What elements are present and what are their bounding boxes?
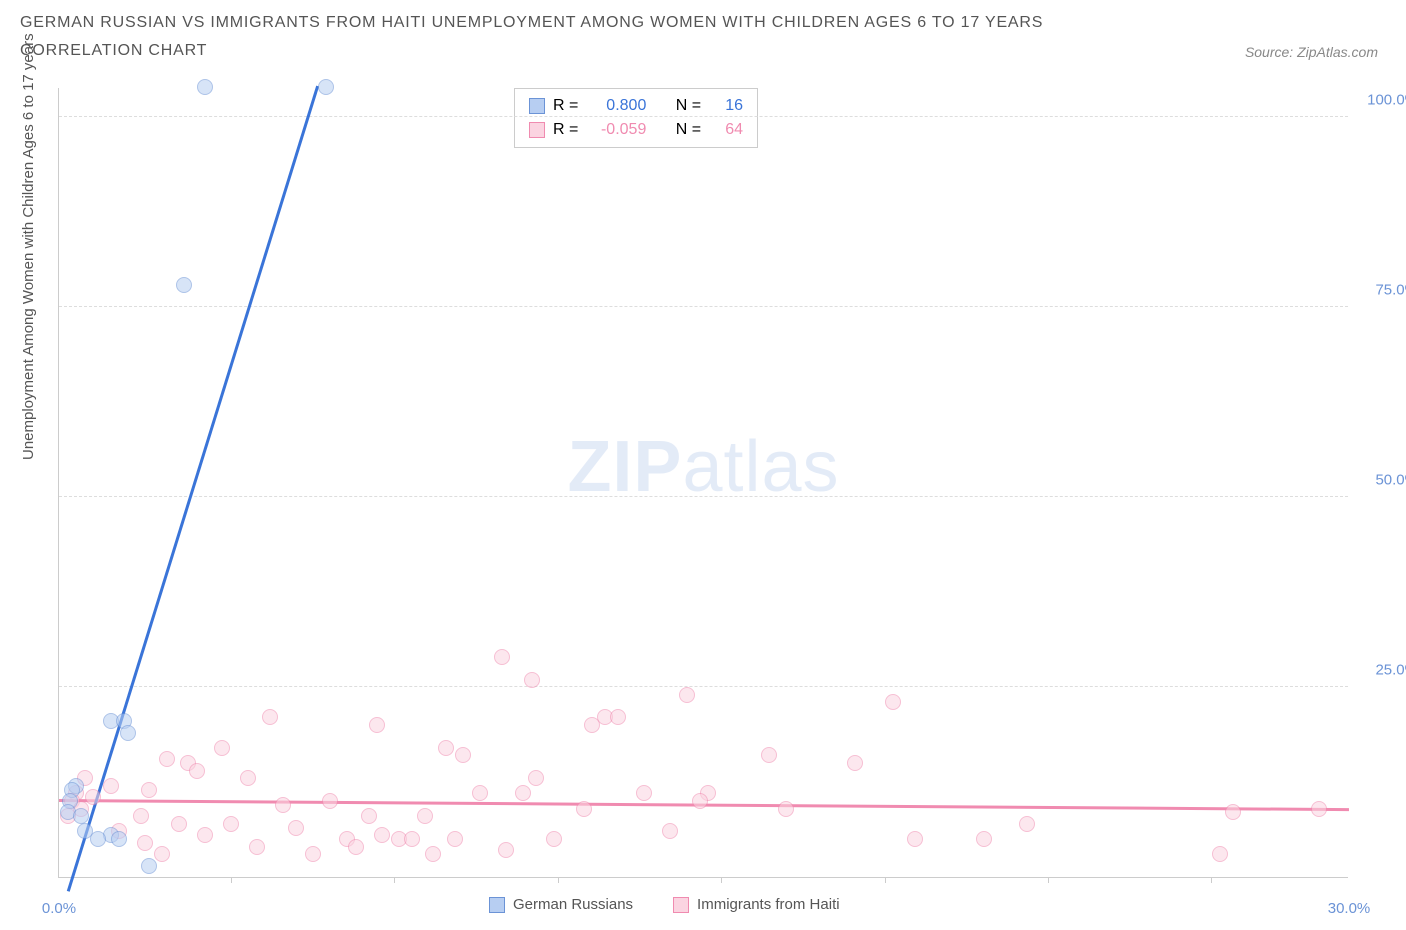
data-point-blue xyxy=(141,858,157,874)
swatch-blue xyxy=(529,98,545,114)
data-point-pink xyxy=(515,785,531,801)
x-tick-mark xyxy=(394,877,395,883)
source-attribution: Source: ZipAtlas.com xyxy=(1245,44,1378,60)
data-point-blue xyxy=(120,725,136,741)
chart-title-line1: GERMAN RUSSIAN VS IMMIGRANTS FROM HAITI … xyxy=(20,14,1386,32)
gridline xyxy=(59,686,1348,687)
x-tick-label: 30.0% xyxy=(1328,900,1371,917)
data-point-pink xyxy=(154,846,170,862)
y-tick-label: 100.0% xyxy=(1358,92,1406,109)
data-point-pink xyxy=(189,763,205,779)
data-point-pink xyxy=(223,816,239,832)
data-point-pink xyxy=(662,823,678,839)
y-axis-label: Unemployment Among Women with Children A… xyxy=(20,33,37,460)
data-point-pink xyxy=(528,770,544,786)
data-point-pink xyxy=(610,709,626,725)
data-point-pink xyxy=(472,785,488,801)
data-point-pink xyxy=(455,747,471,763)
data-point-pink xyxy=(1225,804,1241,820)
data-point-pink xyxy=(133,808,149,824)
x-tick-mark xyxy=(1048,877,1049,883)
data-point-pink xyxy=(141,782,157,798)
correlation-stats-box: R = 0.800 N = 16 R = -0.059 N = 64 xyxy=(514,88,758,148)
data-point-pink xyxy=(576,801,592,817)
data-point-pink xyxy=(369,717,385,733)
gridline xyxy=(59,496,1348,497)
data-point-pink xyxy=(885,694,901,710)
data-point-pink xyxy=(288,820,304,836)
x-tick-label: 0.0% xyxy=(42,900,76,917)
legend-item-pink: Immigrants from Haiti xyxy=(673,896,840,913)
data-point-pink xyxy=(524,672,540,688)
data-point-pink xyxy=(1311,801,1327,817)
gridline xyxy=(59,116,1348,117)
data-point-pink xyxy=(546,831,562,847)
y-tick-label: 50.0% xyxy=(1358,472,1406,489)
data-point-pink xyxy=(692,793,708,809)
data-point-pink xyxy=(322,793,338,809)
x-tick-mark xyxy=(231,877,232,883)
data-point-pink xyxy=(361,808,377,824)
data-point-pink xyxy=(137,835,153,851)
data-point-pink xyxy=(636,785,652,801)
scatter-chart: ZIPatlas R = 0.800 N = 16 R = -0.059 N =… xyxy=(58,88,1348,878)
data-point-pink xyxy=(417,808,433,824)
data-point-blue xyxy=(318,79,334,95)
data-point-pink xyxy=(976,831,992,847)
data-point-pink xyxy=(778,801,794,817)
data-point-pink xyxy=(240,770,256,786)
swatch-pink xyxy=(673,897,689,913)
x-tick-mark xyxy=(885,877,886,883)
data-point-pink xyxy=(1212,846,1228,862)
data-point-pink xyxy=(197,827,213,843)
data-point-pink xyxy=(305,846,321,862)
data-point-pink xyxy=(494,649,510,665)
data-point-pink xyxy=(374,827,390,843)
legend-item-blue: German Russians xyxy=(489,896,633,913)
data-point-pink xyxy=(249,839,265,855)
data-point-pink xyxy=(404,831,420,847)
data-point-blue xyxy=(111,831,127,847)
data-point-pink xyxy=(275,797,291,813)
data-point-pink xyxy=(498,842,514,858)
legend: German Russians Immigrants from Haiti xyxy=(489,896,840,913)
data-point-pink xyxy=(262,709,278,725)
data-point-pink xyxy=(438,740,454,756)
y-tick-label: 75.0% xyxy=(1358,282,1406,299)
x-tick-mark xyxy=(558,877,559,883)
x-tick-mark xyxy=(721,877,722,883)
data-point-blue xyxy=(176,277,192,293)
x-tick-mark xyxy=(1211,877,1212,883)
data-point-pink xyxy=(103,778,119,794)
data-point-blue xyxy=(73,808,89,824)
chart-title-line2: CORRELATION CHART xyxy=(20,42,1386,60)
data-point-pink xyxy=(348,839,364,855)
stats-row-pink: R = -0.059 N = 64 xyxy=(529,118,743,142)
data-point-pink xyxy=(679,687,695,703)
y-tick-label: 25.0% xyxy=(1358,662,1406,679)
data-point-blue xyxy=(90,831,106,847)
data-point-pink xyxy=(447,831,463,847)
stats-row-blue: R = 0.800 N = 16 xyxy=(529,94,743,118)
data-point-pink xyxy=(761,747,777,763)
data-point-pink xyxy=(171,816,187,832)
swatch-pink xyxy=(529,122,545,138)
data-point-pink xyxy=(85,789,101,805)
data-point-pink xyxy=(1019,816,1035,832)
data-point-pink xyxy=(584,717,600,733)
swatch-blue xyxy=(489,897,505,913)
data-point-pink xyxy=(425,846,441,862)
data-point-pink xyxy=(907,831,923,847)
data-point-pink xyxy=(847,755,863,771)
data-point-blue xyxy=(197,79,213,95)
data-point-pink xyxy=(159,751,175,767)
gridline xyxy=(59,306,1348,307)
data-point-pink xyxy=(214,740,230,756)
